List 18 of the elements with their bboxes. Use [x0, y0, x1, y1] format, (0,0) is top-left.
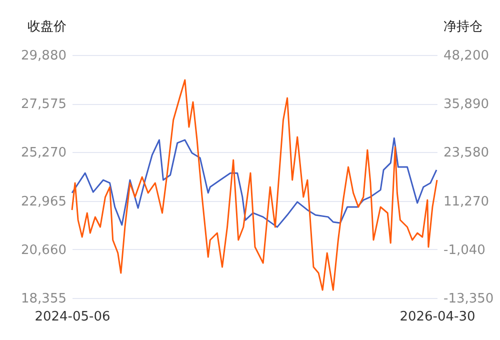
x-tick-label: 2024-05-06 — [34, 310, 110, 324]
x-tick-label: 2026-04-30 — [400, 310, 476, 324]
y2-tick-label: -1,040 — [444, 242, 486, 258]
y-tick-label: 27,575 — [21, 97, 66, 112]
y-tick-label: 22,965 — [21, 194, 66, 210]
y2-tick-label: 48,200 — [444, 48, 489, 64]
line-series — [71, 137, 438, 228]
y-tick-label: 20,660 — [21, 242, 66, 258]
y2-tick-label: 35,890 — [444, 97, 489, 112]
y2-tick-label: 23,580 — [444, 146, 489, 161]
y-tick-label: 18,355 — [21, 292, 66, 306]
y-tick-label: 29,880 — [21, 48, 66, 64]
y2-tick-label: -13,350 — [444, 292, 494, 306]
y-tick-label: 25,270 — [21, 146, 66, 161]
line-series — [71, 79, 438, 291]
y2-axis-title: 净持仓 — [444, 20, 482, 34]
y2-tick-label: 11,270 — [444, 194, 489, 210]
y-axis-title: 收盘价 — [28, 20, 66, 34]
